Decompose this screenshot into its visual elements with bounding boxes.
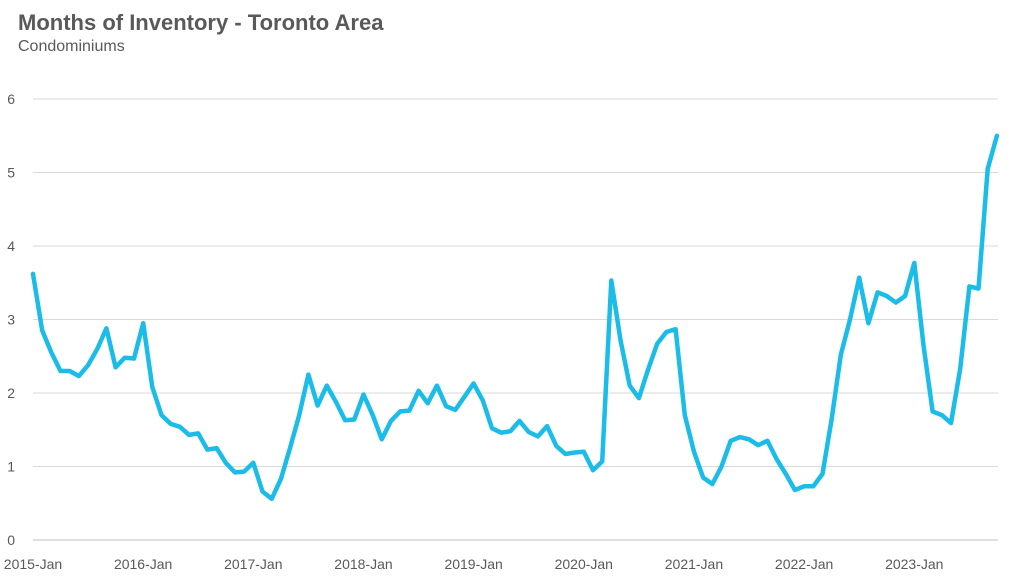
x-tick-label: 2015-Jan	[4, 556, 62, 572]
x-tick-label: 2020-Jan	[555, 556, 613, 572]
x-tick-label: 2022-Jan	[775, 556, 833, 572]
series-group	[30, 133, 1000, 502]
x-tick-label: 2021-Jan	[665, 556, 723, 572]
y-tick-label: 5	[7, 165, 15, 181]
x-axis-ticks: 2015-Jan 2016-Jan 2017-Jan 2018-Jan 2019-Jan…	[4, 556, 944, 572]
chart-title: Months of Inventory - Toronto Area	[18, 10, 384, 35]
gridlines	[33, 98, 998, 541]
y-tick-label: 6	[7, 91, 15, 107]
y-tick-label: 0	[7, 532, 15, 548]
y-tick-label: 1	[7, 459, 15, 475]
y-tick-label: 4	[7, 238, 15, 254]
series-line-0	[30, 133, 1000, 502]
y-tick-label: 3	[7, 312, 15, 328]
x-tick-label: 2019-Jan	[444, 556, 502, 572]
x-tick-label: 2017-Jan	[224, 556, 282, 572]
y-tick-label: 2	[7, 385, 15, 401]
y-axis-ticks: 0 1 2 3 4 5 6	[7, 91, 15, 548]
x-tick-label: 2016-Jan	[114, 556, 172, 572]
x-tick-label: 2018-Jan	[334, 556, 392, 572]
chart-subtitle: Condominiums	[18, 38, 125, 55]
x-tick-label: 2023-Jan	[885, 556, 943, 572]
